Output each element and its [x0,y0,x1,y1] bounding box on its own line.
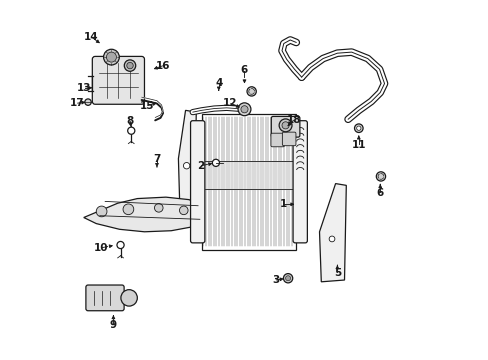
FancyBboxPatch shape [190,121,204,243]
Circle shape [121,290,137,306]
Circle shape [354,124,363,132]
Text: 12: 12 [223,98,237,108]
Text: 7: 7 [153,154,161,164]
Circle shape [328,236,334,242]
FancyBboxPatch shape [86,285,124,311]
Circle shape [124,60,136,71]
Circle shape [246,87,256,96]
Circle shape [127,127,135,134]
Polygon shape [319,184,346,282]
FancyBboxPatch shape [92,57,144,104]
Circle shape [103,49,119,65]
FancyBboxPatch shape [292,121,307,243]
Circle shape [117,242,124,249]
Circle shape [123,204,134,215]
Circle shape [126,62,133,69]
Text: 9: 9 [110,320,117,330]
Circle shape [84,99,91,105]
Circle shape [282,122,288,129]
Text: 13: 13 [77,83,92,93]
Text: 6: 6 [376,188,383,198]
Bar [201,114,296,249]
Circle shape [241,106,247,113]
Text: 5: 5 [333,268,340,278]
FancyBboxPatch shape [282,132,295,146]
Polygon shape [83,197,203,232]
Circle shape [106,52,116,62]
Circle shape [279,119,291,132]
Text: 17: 17 [70,98,84,108]
Text: 8: 8 [126,116,134,126]
Circle shape [238,103,250,116]
Circle shape [96,206,107,217]
Text: 11: 11 [351,140,366,150]
Text: 4: 4 [215,78,222,88]
FancyBboxPatch shape [271,116,299,137]
Circle shape [154,203,163,212]
Text: 2: 2 [197,161,204,171]
FancyBboxPatch shape [270,133,284,147]
Circle shape [179,206,188,215]
Circle shape [283,274,292,283]
Text: 1: 1 [279,199,286,209]
Text: 15: 15 [140,101,154,111]
Text: 14: 14 [84,32,99,42]
Circle shape [285,276,290,281]
Text: 18: 18 [286,115,301,125]
Circle shape [183,162,189,169]
Text: 16: 16 [156,61,170,71]
Circle shape [376,172,385,181]
Text: 3: 3 [272,275,279,285]
Circle shape [212,159,219,166]
Text: 6: 6 [241,65,247,75]
Text: 10: 10 [94,243,108,253]
Polygon shape [178,111,196,221]
Circle shape [356,126,360,130]
